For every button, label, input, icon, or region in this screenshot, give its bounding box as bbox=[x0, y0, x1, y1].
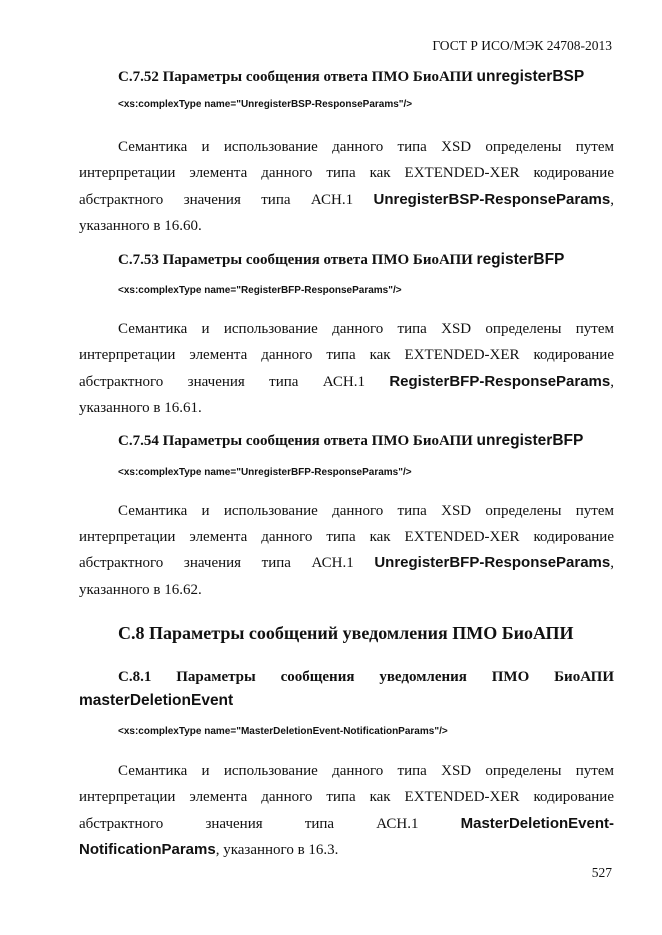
line-text: абстрактного значения типа АСН.1 bbox=[79, 816, 461, 832]
line-text: абстрактного значения типа АСН.1 bbox=[79, 555, 375, 571]
paragraph-line: Семантика и использование данного типа X… bbox=[118, 139, 614, 155]
subsection-heading: С.8.1 Параметры сообщения уведомления ПМ… bbox=[118, 669, 614, 685]
paragraph-line: абстрактного значения типа АСН.1 Registe… bbox=[79, 372, 614, 392]
paragraph-line: Семантика и использование данного типа X… bbox=[118, 763, 614, 779]
type-name: RegisterBFP-ResponseParams bbox=[389, 373, 611, 390]
xsd-declaration: <xs:complexType name="MasterDeletionEven… bbox=[118, 726, 448, 737]
paragraph-line: Семантика и использование данного типа X… bbox=[118, 503, 614, 519]
chapter-heading: С.8 Параметры сообщений уведомления ПМО … bbox=[118, 623, 574, 643]
paragraph-line: интерпретации элемента данного типа как … bbox=[79, 789, 614, 805]
paragraph-line: интерпретации элемента данного типа как … bbox=[79, 165, 614, 181]
line-text: , bbox=[610, 555, 614, 571]
line-text: , bbox=[610, 192, 614, 208]
heading-text: С.7.53 Параметры сообщения ответа ПМО Би… bbox=[118, 252, 477, 268]
type-name: UnregisterBSP-ResponseParams bbox=[373, 191, 611, 208]
paragraph-line: интерпретации элемента данного типа как … bbox=[79, 529, 614, 545]
type-name: NotificationParams bbox=[79, 841, 216, 858]
heading-text: С.7.52 Параметры сообщения ответа ПМО Би… bbox=[118, 69, 477, 85]
section-heading: С.7.52 Параметры сообщения ответа ПМО Би… bbox=[118, 67, 614, 87]
xsd-declaration: <xs:complexType name="RegisterBFP-Respon… bbox=[118, 285, 402, 296]
page-number: 527 bbox=[591, 865, 612, 880]
heading-code: registerBFP bbox=[476, 251, 565, 268]
document-header: ГОСТ Р ИСО/МЭК 24708-2013 bbox=[432, 38, 612, 53]
line-text: абстрактного значения типа АСН.1 bbox=[79, 374, 390, 390]
line-text: абстрактного значения типа АСН.1 bbox=[79, 192, 374, 208]
xsd-declaration: <xs:complexType name="UnregisterBSP-Resp… bbox=[118, 99, 413, 110]
xsd-declaration: <xs:complexType name="UnregisterBFP-Resp… bbox=[118, 467, 412, 478]
line-text: , bbox=[610, 374, 614, 390]
paragraph-line: указанного в 16.62. bbox=[79, 582, 202, 598]
paragraph-line: Семантика и использование данного типа X… bbox=[118, 321, 614, 337]
type-name: UnregisterBFP-ResponseParams bbox=[374, 554, 611, 571]
paragraph-line: абстрактного значения типа АСН.1 Unregis… bbox=[79, 553, 614, 573]
section-heading: С.7.54 Параметры сообщения ответа ПМО Би… bbox=[118, 431, 614, 451]
type-name: MasterDeletionEvent- bbox=[460, 815, 614, 832]
line-text: , указанного в 16.3. bbox=[215, 842, 339, 858]
paragraph-line: NotificationParams, указанного в 16.3. bbox=[79, 840, 614, 860]
section-heading: С.7.53 Параметры сообщения ответа ПМО Би… bbox=[118, 250, 614, 270]
subsection-heading-code: masterDeletionEvent bbox=[79, 692, 234, 709]
heading-code: unregisterBSP bbox=[476, 68, 585, 85]
paragraph-line: абстрактного значения типа АСН.1 MasterD… bbox=[79, 814, 614, 834]
heading-text: С.7.54 Параметры сообщения ответа ПМО Би… bbox=[118, 433, 477, 449]
paragraph-line: указанного в 16.61. bbox=[79, 400, 202, 416]
paragraph-line: абстрактного значения типа АСН.1 Unregis… bbox=[79, 190, 614, 210]
paragraph-line: интерпретации элемента данного типа как … bbox=[79, 347, 614, 363]
paragraph-line: указанного в 16.60. bbox=[79, 218, 202, 234]
heading-code: unregisterBFP bbox=[476, 432, 584, 449]
